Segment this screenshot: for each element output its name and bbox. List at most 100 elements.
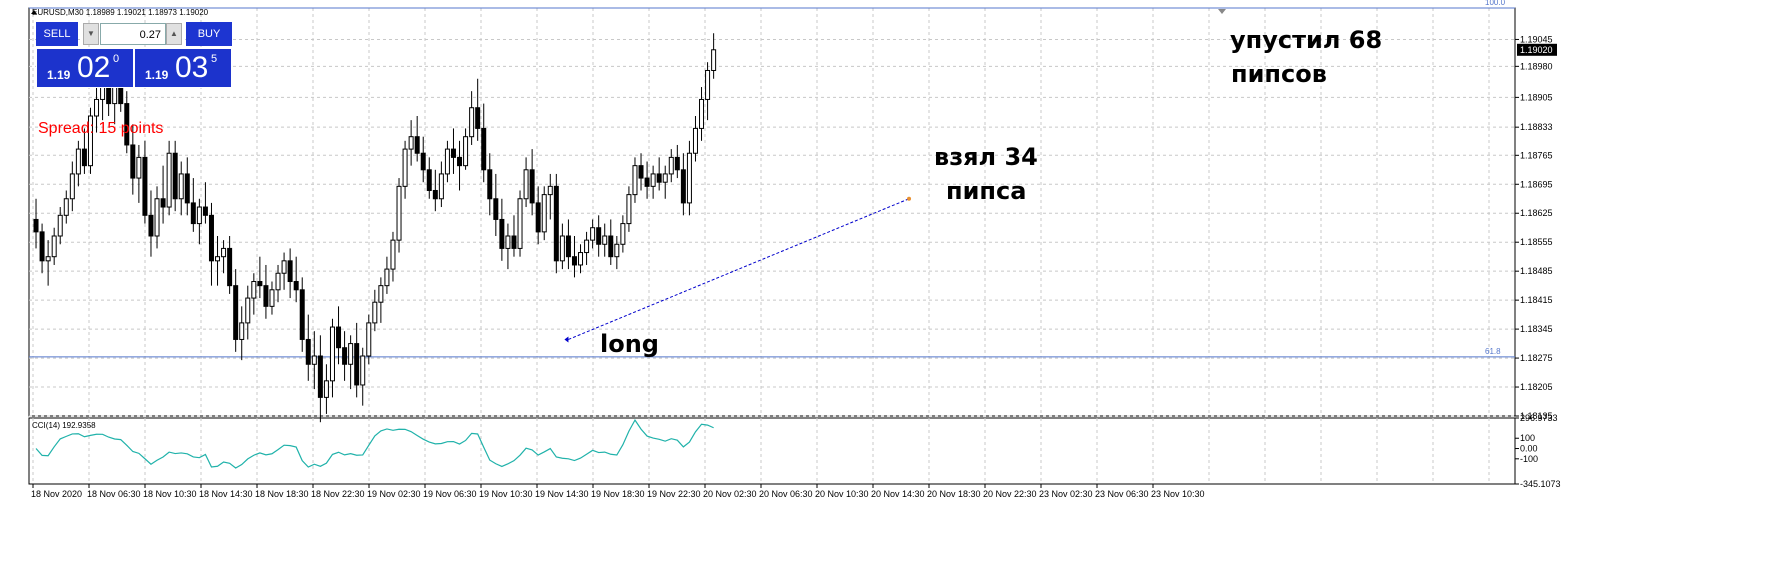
candle-body <box>596 227 602 245</box>
lot-decrease-icon[interactable]: ▼ <box>83 23 99 45</box>
current-price-label: 1.19020 <box>1520 45 1553 55</box>
candle-body <box>118 86 124 105</box>
candle-body <box>196 206 202 225</box>
buy-price-box[interactable]: 1.19 03 5 <box>134 48 232 88</box>
candle-body <box>342 347 348 365</box>
bid-fraction: 0 <box>113 53 120 65</box>
candle-body <box>444 148 450 175</box>
candle-body <box>692 127 698 154</box>
candle-body <box>257 281 263 287</box>
main-chart-frame <box>28 7 1516 417</box>
time-tick-label: 19 Nov 18:30 <box>591 489 645 499</box>
candle-body <box>87 115 93 167</box>
long-annotation: long <box>600 330 659 358</box>
candle-body <box>263 285 269 307</box>
candle-body <box>202 206 208 216</box>
spread-label: Spread: 15 points <box>38 120 164 137</box>
time-tick-label: 20 Nov 02:30 <box>703 489 757 499</box>
candle-body <box>233 285 239 340</box>
candle-body <box>81 148 87 167</box>
candle-body <box>680 169 686 204</box>
candle-body <box>33 218 39 233</box>
candle-body <box>239 322 245 340</box>
candle-body <box>414 136 420 154</box>
candle-body <box>245 297 251 324</box>
candle-body <box>402 148 408 187</box>
candle-body <box>190 202 196 225</box>
candle-body <box>178 173 184 200</box>
candle-body <box>705 69 711 100</box>
candle-body <box>384 268 390 287</box>
time-tick-label: 20 Nov 06:30 <box>759 489 813 499</box>
candle-body <box>662 173 668 183</box>
candle-body <box>420 152 426 171</box>
entry-arrow-icon <box>564 336 569 343</box>
candle-body <box>136 156 142 179</box>
cci-label: CCI(14) 192.9358 <box>32 421 96 430</box>
sell-button[interactable]: SELL <box>36 22 78 46</box>
candle-body <box>656 173 662 183</box>
fib-level-label: 61.8 <box>1485 347 1501 356</box>
lot-increase-icon[interactable]: ▲ <box>166 23 182 45</box>
price-tick-label: 1.18205 <box>1520 382 1553 392</box>
candle-body <box>360 355 366 386</box>
candle-body <box>287 260 293 283</box>
price-tick-label: 1.18345 <box>1520 324 1553 334</box>
candle-body <box>426 169 432 191</box>
candle-body <box>505 235 511 249</box>
candle-body <box>487 169 493 200</box>
price-tick-label: 1.19045 <box>1520 34 1553 44</box>
one-click-trading-panel: SELL ▼ 0.27 ▲ BUY 1.19 02 0 1.19 03 5 <box>36 22 232 88</box>
time-tick-label: 18 Nov 06:30 <box>87 489 141 499</box>
price-tick-label: 1.18625 <box>1520 208 1553 218</box>
time-tick-label: 19 Nov 10:30 <box>479 489 533 499</box>
candle-body <box>317 355 323 398</box>
missed-pips-line2: пипсов <box>1231 60 1327 88</box>
time-tick-label: 18 Nov 14:30 <box>199 489 253 499</box>
candle-body <box>166 152 172 208</box>
lot-size-input[interactable]: 0.27 <box>100 23 166 45</box>
cci-tick-label: -100 <box>1520 454 1538 464</box>
candle-body <box>584 239 590 254</box>
time-tick-label: 18 Nov 10:30 <box>143 489 197 499</box>
candle-body <box>154 198 160 237</box>
candle-body <box>493 198 499 220</box>
candle-body <box>481 127 487 171</box>
price-tick-label: 1.18765 <box>1520 150 1553 160</box>
candle-body <box>293 281 299 291</box>
candle-body <box>438 173 444 200</box>
candle-body <box>45 256 51 262</box>
candle-body <box>172 152 178 200</box>
price-tick-label: 1.18695 <box>1520 179 1553 189</box>
ask-pips: 03 <box>175 51 209 84</box>
sell-price-box[interactable]: 1.19 02 0 <box>36 48 134 88</box>
chart-symbol-info: EURUSD,M30 1.18989 1.19021 1.18973 1.190… <box>32 8 209 17</box>
candle-body <box>275 272 281 291</box>
candle-body <box>614 243 620 258</box>
candle-body <box>463 136 469 167</box>
candle-body <box>408 136 414 150</box>
candle-body <box>63 198 69 216</box>
time-tick-label: 18 Nov 18:30 <box>255 489 309 499</box>
trade-connector-line <box>568 198 910 340</box>
candle-body <box>559 235 565 262</box>
time-tick-label: 23 Nov 06:30 <box>1095 489 1149 499</box>
price-tick-label: 1.18275 <box>1520 353 1553 363</box>
candle-body <box>571 256 577 266</box>
price-tick-label: 1.18415 <box>1520 295 1553 305</box>
candle-body <box>160 198 166 208</box>
candle-body <box>184 173 190 204</box>
candle-body <box>130 144 136 179</box>
candle-body <box>208 214 214 262</box>
candle-body <box>269 289 275 307</box>
buy-button[interactable]: BUY <box>186 22 232 46</box>
candle-body <box>329 326 335 382</box>
candle-body <box>547 185 553 196</box>
candle-body <box>529 169 535 204</box>
candle-body <box>541 194 547 233</box>
candle-body <box>305 338 311 365</box>
candle-body <box>608 235 614 258</box>
candle-body <box>390 239 396 270</box>
candle-body <box>51 235 57 258</box>
